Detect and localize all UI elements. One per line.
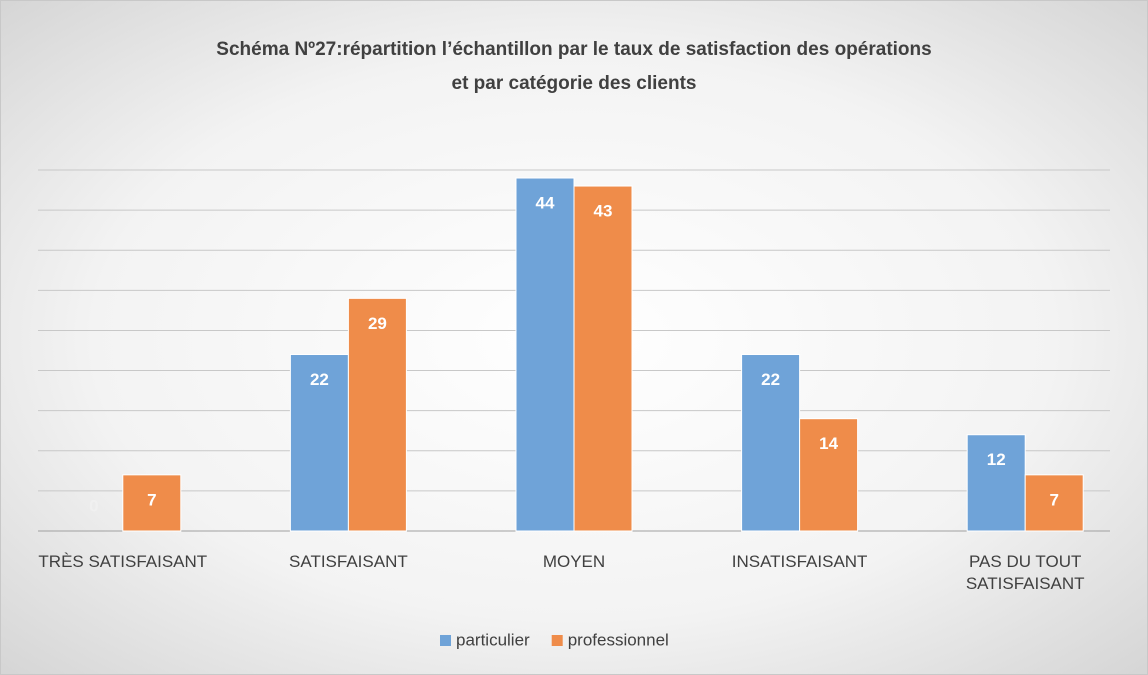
x-tick-label: TRÈS SATISFAISANT bbox=[38, 552, 208, 571]
chart-title: et par catégorie des clients bbox=[452, 73, 697, 94]
bar bbox=[966, 434, 1026, 532]
chart-title: Schéma Nº27:répartition l’échantillon pa… bbox=[216, 39, 931, 60]
x-tick-label: SATISFAISANT bbox=[289, 552, 408, 571]
data-label: 7 bbox=[147, 490, 156, 509]
bar bbox=[1024, 474, 1084, 532]
data-label: 44 bbox=[536, 194, 555, 213]
bar bbox=[347, 297, 407, 532]
data-label: 14 bbox=[819, 434, 838, 453]
x-tick-label: MOYEN bbox=[542, 552, 606, 571]
bar bbox=[515, 177, 575, 532]
data-label: 22 bbox=[310, 370, 329, 389]
legend-swatch bbox=[440, 635, 451, 646]
data-label: 12 bbox=[987, 450, 1006, 469]
data-label: 7 bbox=[1049, 490, 1058, 509]
data-label: 0 bbox=[89, 496, 98, 515]
bar bbox=[289, 354, 349, 532]
bar bbox=[122, 474, 182, 532]
data-label: 43 bbox=[594, 202, 613, 221]
bar bbox=[799, 418, 859, 532]
bar bbox=[741, 354, 801, 532]
legend-swatch bbox=[551, 635, 563, 646]
x-tick-label: INSATISFAISANT bbox=[731, 552, 868, 571]
x-tick-label: PAS DU TOUT SATISFAISANT bbox=[965, 552, 1085, 593]
legend-label: particulier bbox=[456, 630, 530, 649]
bar bbox=[573, 185, 633, 532]
legend-label: professionnel bbox=[568, 630, 669, 649]
data-label: 22 bbox=[761, 370, 780, 389]
data-label: 29 bbox=[368, 314, 387, 333]
